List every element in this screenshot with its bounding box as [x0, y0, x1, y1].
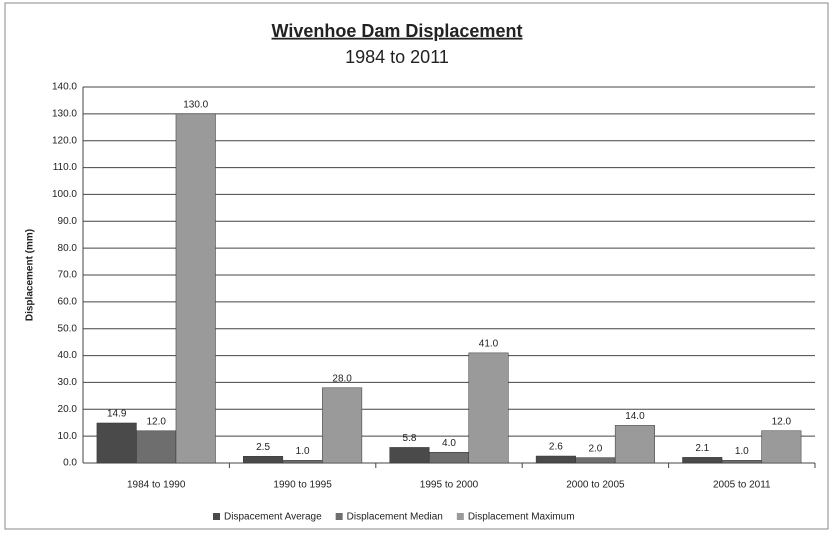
y-tick-label: 50.0	[58, 323, 78, 334]
x-tick-label: 1990 to 1995	[273, 480, 332, 491]
bar	[721, 460, 762, 464]
y-tick-label: 80.0	[58, 243, 78, 254]
legend-swatch	[456, 513, 464, 520]
legend-swatch	[213, 513, 220, 520]
y-tick-label: 130.0	[52, 108, 77, 119]
bar	[175, 113, 216, 464]
bar	[389, 447, 430, 464]
value-label: 1.0	[296, 446, 310, 457]
y-tick-label: 120.0	[52, 135, 77, 146]
legend-swatch	[335, 513, 343, 520]
x-tick-label: 2005 to 2011	[713, 480, 771, 491]
y-tick-label: 40.0	[58, 350, 78, 361]
y-tick-label: 140.0	[52, 82, 77, 93]
value-label: 1.0	[735, 446, 749, 457]
y-tick-label: 30.0	[58, 377, 78, 388]
y-tick-label: 90.0	[58, 216, 78, 227]
y-tick-label: 100.0	[52, 189, 77, 200]
bar	[535, 455, 576, 464]
value-label: 2.1	[695, 443, 709, 454]
value-label: 130.0	[183, 99, 208, 110]
value-label: 12.0	[772, 416, 792, 427]
x-tick-label: 1984 to 1990	[127, 480, 186, 491]
value-label: 41.0	[479, 339, 499, 350]
bar	[428, 452, 470, 464]
value-label: 14.0	[625, 411, 645, 422]
chart-subtitle: 1984 to 2011	[345, 47, 449, 67]
legend-label: Dispacement Average	[224, 512, 322, 523]
value-label: 28.0	[332, 373, 352, 384]
x-tick-label: 1995 to 2000	[420, 480, 479, 491]
legend-label: Displacement Median	[347, 512, 443, 523]
bar	[322, 387, 363, 464]
bar	[282, 460, 323, 464]
value-label: 2.0	[588, 443, 602, 454]
value-label: 14.9	[107, 409, 127, 420]
y-tick-label: 70.0	[58, 270, 78, 281]
value-label: 2.5	[256, 442, 270, 453]
y-tick-label: 110.0	[53, 162, 78, 173]
value-label: 12.0	[146, 416, 166, 427]
value-label: 5.8	[403, 433, 417, 444]
y-tick-label: 20.0	[58, 404, 78, 415]
bar	[575, 457, 616, 464]
y-axis-label: Displacement (mm)	[25, 229, 36, 321]
value-label: 4.0	[442, 438, 456, 449]
bar	[682, 457, 723, 464]
x-tick-label: 2000 to 2005	[566, 480, 625, 491]
y-tick-label: 10.0	[58, 431, 78, 442]
bar	[468, 352, 509, 464]
chart-title: Wivenhoe Dam Displacement	[272, 21, 523, 41]
legend-label: Displacement Maximum	[468, 512, 575, 523]
bar	[761, 430, 802, 464]
bar	[614, 425, 655, 464]
value-label: 2.6	[549, 442, 563, 453]
y-tick-label: 0.0	[63, 458, 77, 469]
bar	[136, 430, 177, 464]
y-tick-label: 60.0	[58, 296, 78, 307]
bar	[243, 456, 284, 464]
bar	[96, 422, 137, 464]
